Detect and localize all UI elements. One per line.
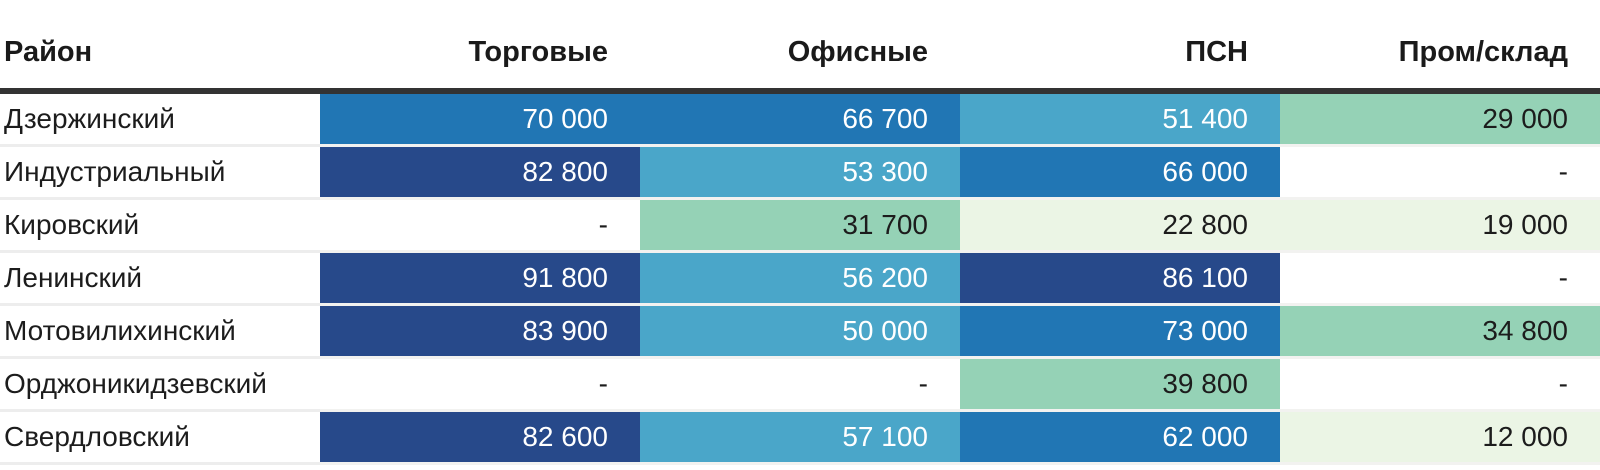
table-row: Ленинский 91 800 56 200 86 100-: [0, 253, 1600, 306]
heatmap-cell: 31 700: [640, 200, 960, 253]
heatmap-cell: 51 400: [960, 94, 1280, 147]
district-name: Мотовилихинский: [0, 306, 320, 359]
heatmap-cell: 39 800: [960, 359, 1280, 412]
heatmap-cell: 53 300: [640, 147, 960, 200]
heatmap-cell: -: [1280, 253, 1600, 306]
heatmap-cell: 12 000: [1280, 412, 1600, 465]
heatmap-cell: 34 800: [1280, 306, 1600, 359]
table-row: Кировский -31 700 22 800 19 000: [0, 200, 1600, 253]
heatmap-cell: -: [320, 359, 640, 412]
heatmap-cell: 66 700: [640, 94, 960, 147]
column-header-office: Офисные: [787, 35, 928, 68]
district-name: Индустриальный: [0, 147, 320, 200]
district-name: Свердловский: [0, 412, 320, 465]
heatmap-cell: 86 100: [960, 253, 1280, 306]
district-name: Ленинский: [0, 253, 320, 306]
table-row: Мотовилихинский 83 900 50 000 73 000 34 800: [0, 306, 1600, 359]
heatmap-cell: 91 800: [320, 253, 640, 306]
heatmap-cell: 62 000: [960, 412, 1280, 465]
table-row: Орджоникидзевский - -39 800-: [0, 359, 1600, 412]
heatmap-cell: 82 800: [320, 147, 640, 200]
heatmap-cell: 57 100: [640, 412, 960, 465]
heatmap-cell: 56 200: [640, 253, 960, 306]
heatmap-cell: 50 000: [640, 306, 960, 359]
heatmap-cell: 82 600: [320, 412, 640, 465]
column-header-industrial: Пром/склад: [1398, 35, 1568, 68]
district-name: Кировский: [0, 200, 320, 253]
heatmap-cell: -: [1280, 147, 1600, 200]
table-header-row: Район Торговые Офисные ПСН Пром/склад: [0, 0, 1600, 94]
table-row: Дзержинский 70 000 66 700 51 400 29 000: [0, 94, 1600, 147]
heatmap-cell: -: [640, 359, 960, 412]
table-row: Свердловский 82 600 57 100 62 000 12 000: [0, 412, 1600, 465]
heatmap-cell: -: [320, 200, 640, 253]
heatmap-cell: 73 000: [960, 306, 1280, 359]
district-name: Дзержинский: [0, 94, 320, 147]
heatmap-cell: 66 000: [960, 147, 1280, 200]
column-header-retail: Торговые: [468, 35, 608, 68]
heatmap-cell: 29 000: [1280, 94, 1600, 147]
heatmap-cell: 19 000: [1280, 200, 1600, 253]
table-body: Дзержинский 70 000 66 700 51 400 29 000 Индус…: [0, 94, 1600, 465]
column-header-district: Район: [4, 35, 93, 68]
heatmap-cell: -: [1280, 359, 1600, 412]
table-row: Индустриальный 82 800 53 300 66 000-: [0, 147, 1600, 200]
heatmap-cell: 70 000: [320, 94, 640, 147]
district-name: Орджоникидзевский: [0, 359, 320, 412]
heatmap-cell: 22 800: [960, 200, 1280, 253]
heatmap-cell: 83 900: [320, 306, 640, 359]
column-header-psn: ПСН: [1185, 35, 1248, 68]
